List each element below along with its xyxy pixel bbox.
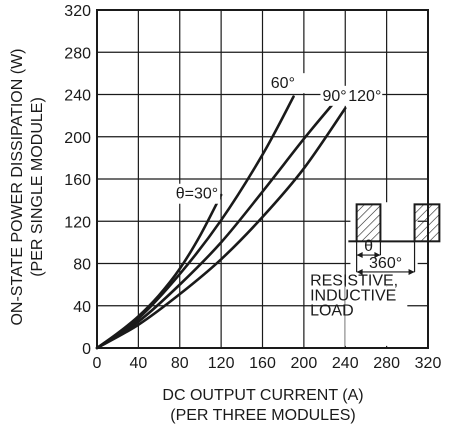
- y-tick-label: 160: [64, 172, 91, 189]
- y-tick-label: 80: [73, 257, 91, 274]
- y-axis-sublabel: (PER SINGLE MODULE): [29, 97, 46, 277]
- series-line-60: [95, 95, 295, 350]
- y-tick-label: 320: [64, 3, 91, 20]
- series-curves: [95, 95, 347, 350]
- y-tick-label: 0: [82, 341, 91, 358]
- load-label: RESISTIVE,: [310, 273, 398, 290]
- period-arrows: [356, 268, 415, 275]
- series-line-120: [95, 106, 347, 350]
- x-tick-label: 280: [373, 355, 400, 372]
- pulse-1: [355, 203, 382, 243]
- series-label-bg: [268, 73, 305, 94]
- y-tick-label: 40: [73, 299, 91, 316]
- x-axis-ticks: 0 40 80 120 160 200 240 280 320: [93, 355, 442, 372]
- x-tick-label: 240: [332, 355, 359, 372]
- theta-arrows: [356, 252, 381, 259]
- period-label: 360°: [369, 255, 402, 272]
- series-label: 90°: [322, 88, 346, 105]
- series-label-bg: [346, 85, 383, 106]
- x-tick-label: 320: [415, 355, 442, 372]
- y-tick-label: 200: [64, 130, 91, 147]
- series-labels: θ=30° 60° 90° 120°: [160, 73, 383, 204]
- series-label: 120°: [348, 88, 381, 105]
- x-axis-label: DC OUTPUT CURRENT (A): [162, 387, 363, 404]
- y-axis-ticks: 0 40 80 120 160 200 240 280 320: [64, 3, 91, 358]
- pulse-2: [413, 203, 441, 243]
- load-label: LOAD: [310, 303, 354, 320]
- x-tick-label: 40: [129, 355, 147, 372]
- series-label: 60°: [271, 75, 295, 92]
- y-tick-label: 120: [64, 214, 91, 231]
- load-label: INDUCTIVE: [310, 288, 396, 305]
- y-axis-label: ON-STATE POWER DISSIPATION (W): [9, 48, 26, 325]
- x-tick-label: 120: [208, 355, 235, 372]
- series-line-30: [95, 193, 223, 350]
- theta-label: θ: [364, 238, 373, 255]
- series-label-bg: [160, 183, 221, 204]
- y-tick-label: 280: [64, 45, 91, 62]
- plot-frame: [96, 9, 429, 349]
- x-tick-label: 80: [171, 355, 189, 372]
- x-tick-label: 0: [93, 355, 102, 372]
- x-axis-sublabel: (PER THREE MODULES): [170, 407, 356, 424]
- series-label: θ=30°: [176, 186, 218, 203]
- x-tick-label: 200: [291, 355, 318, 372]
- y-tick-label: 240: [64, 88, 91, 105]
- series-line-90: [95, 102, 335, 350]
- x-tick-label: 160: [249, 355, 276, 372]
- inset-text-background: [345, 286, 408, 346]
